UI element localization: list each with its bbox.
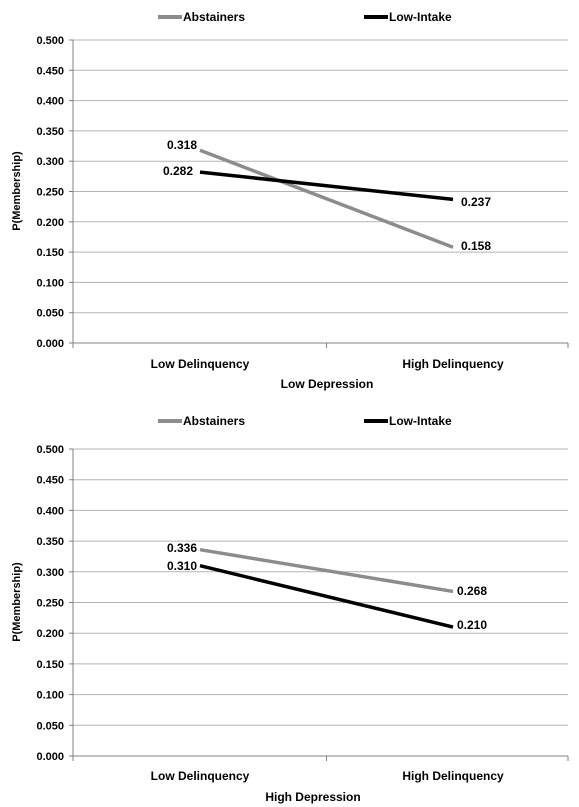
y-axis-title: P(Membership) xyxy=(11,151,23,231)
y-tick-label: 0.300 xyxy=(36,567,64,579)
y-tick-labels: 0.000 0.050 0.100 0.150 0.200 0.250 0.300 0.350… xyxy=(36,35,64,350)
y-tick-label: 0.250 xyxy=(36,598,64,610)
y-tick-label: 0.450 xyxy=(36,65,64,77)
x-category-low-delinquency: Low Delinquency xyxy=(151,769,250,783)
series-line-abstainers xyxy=(199,148,454,249)
y-tick-label: 0.300 xyxy=(36,156,64,168)
legend-label-abstainers: Abstainers xyxy=(183,414,245,428)
y-tick-label: 0.000 xyxy=(36,751,64,763)
y-tick-label: 0.050 xyxy=(36,308,64,320)
y-axis-title: P(Membership) xyxy=(11,562,23,642)
y-tick-label: 0.200 xyxy=(36,628,64,640)
y-tick-label: 0.100 xyxy=(36,690,64,702)
series-lines xyxy=(199,547,454,629)
data-label-low-intake-high: 0.210 xyxy=(457,618,487,632)
x-axis-title: High Depression xyxy=(265,790,360,804)
legend-label-low-intake: Low-Intake xyxy=(389,414,452,428)
series-line-low-intake xyxy=(199,170,454,202)
y-tick-labels: 0.000 0.050 0.100 0.150 0.200 0.250 0.300 0.350… xyxy=(36,444,64,763)
y-tick-label: 0.400 xyxy=(36,96,64,108)
data-labels: 0.336 0.310 0.268 0.210 xyxy=(167,541,487,632)
series-line-low-intake xyxy=(199,563,454,629)
data-label-abstainers-low: 0.336 xyxy=(167,541,197,555)
y-tick-label: 0.050 xyxy=(36,720,64,732)
legend-label-abstainers: Abstainers xyxy=(183,10,245,24)
data-labels: 0.318 0.282 0.237 0.158 xyxy=(163,138,491,253)
y-tick-label: 0.250 xyxy=(36,187,64,199)
y-tick-label: 0.350 xyxy=(36,126,64,138)
y-tick-label: 0.500 xyxy=(36,35,64,47)
series-lines xyxy=(199,148,454,249)
x-category-high-delinquency: High Delinquency xyxy=(402,357,504,371)
y-tick-label: 0.500 xyxy=(36,444,64,456)
x-category-low-delinquency: Low Delinquency xyxy=(151,357,250,371)
x-axis-title: Low Depression xyxy=(281,377,374,391)
data-label-abstainers-high: 0.268 xyxy=(457,584,487,598)
legend: Abstainers Low-Intake xyxy=(158,414,452,428)
y-tick-label: 0.100 xyxy=(36,277,64,289)
data-label-abstainers-high: 0.158 xyxy=(461,239,491,253)
data-label-abstainers-low: 0.318 xyxy=(167,138,197,152)
y-tick-label: 0.450 xyxy=(36,475,64,487)
y-tick-label: 0.000 xyxy=(36,338,64,350)
y-tick-label: 0.150 xyxy=(36,247,64,259)
data-label-low-intake-low: 0.282 xyxy=(163,164,193,178)
legend: Abstainers Low-Intake xyxy=(158,10,452,24)
y-tick-label: 0.350 xyxy=(36,536,64,548)
x-tick-marks xyxy=(72,756,569,761)
series-line-abstainers xyxy=(199,547,454,594)
x-tick-marks xyxy=(72,343,569,348)
data-label-low-intake-high: 0.237 xyxy=(461,195,491,209)
data-label-low-intake-low: 0.310 xyxy=(167,559,197,573)
y-tick-label: 0.150 xyxy=(36,659,64,671)
chart-low-depression: Abstainers Low-Intake 0.000 0.050 0.100 0.1… xyxy=(11,10,569,391)
grid-lines xyxy=(69,448,568,757)
x-category-high-delinquency: High Delinquency xyxy=(402,769,504,783)
grid-lines xyxy=(69,39,568,344)
chart-high-depression: Abstainers Low-Intake 0.000 0.050 0.100 0.1… xyxy=(11,414,569,804)
legend-label-low-intake: Low-Intake xyxy=(389,10,452,24)
y-tick-label: 0.200 xyxy=(36,217,64,229)
y-tick-label: 0.400 xyxy=(36,505,64,517)
